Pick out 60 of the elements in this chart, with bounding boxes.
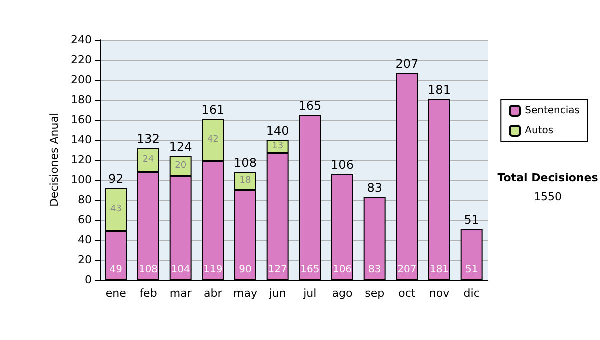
total-label: 132 xyxy=(137,132,160,146)
data-label: 104 xyxy=(171,264,190,276)
y-tick-label: 220 xyxy=(71,54,92,66)
legend-label: Autos xyxy=(525,126,554,136)
data-label: 207 xyxy=(398,264,417,276)
total-label: 106 xyxy=(331,158,354,172)
y-tick-label: 80 xyxy=(78,194,92,206)
x-tick-label: nov xyxy=(429,287,450,300)
x-tick-label: abr xyxy=(204,287,223,300)
total-label: 181 xyxy=(428,83,451,97)
x-tick-label: ene xyxy=(106,287,127,300)
data-label: 127 xyxy=(268,264,288,276)
y-tick-label: 160 xyxy=(71,114,92,126)
y-tick-label: 200 xyxy=(71,74,92,86)
x-tick-label: jun xyxy=(268,287,286,300)
y-tick-label: 40 xyxy=(78,234,92,246)
data-label: 119 xyxy=(204,264,223,276)
data-label: 106 xyxy=(332,264,352,276)
x-tick-label: may xyxy=(234,287,258,300)
y-tick-label: 120 xyxy=(71,154,92,166)
data-label: 20 xyxy=(175,161,187,171)
total-label: 124 xyxy=(169,140,192,154)
y-tick-label: 180 xyxy=(71,94,92,106)
x-tick-label: feb xyxy=(140,287,158,300)
data-label: 181 xyxy=(430,264,450,276)
y-tick-label: 20 xyxy=(78,254,92,266)
total-label: 51 xyxy=(464,213,480,227)
total-label: 140 xyxy=(266,124,290,138)
x-tick-label: jul xyxy=(302,287,317,300)
x-tick-label: mar xyxy=(170,287,192,300)
y-tick-label: 240 xyxy=(71,34,92,46)
data-label: 24 xyxy=(142,155,154,165)
text: 1550 xyxy=(534,190,562,204)
x-tick-label: ago xyxy=(332,287,353,300)
total-label: 92 xyxy=(108,172,124,186)
x-tick-label: sep xyxy=(365,287,385,300)
data-label: 49 xyxy=(110,264,123,276)
data-label: 13 xyxy=(272,142,284,152)
y-tick-label: 100 xyxy=(71,174,92,186)
data-label: 108 xyxy=(138,264,158,276)
text: Total Decisiones xyxy=(498,172,599,184)
y-tick-label: 0 xyxy=(85,274,92,286)
total-label: 207 xyxy=(396,57,419,71)
y-tick-label: 60 xyxy=(78,214,92,226)
data-label: 43 xyxy=(110,204,122,214)
y-axis-title: Decisiones Anual xyxy=(48,112,62,208)
data-label: 83 xyxy=(368,264,382,276)
total-label: 108 xyxy=(234,156,257,170)
data-label: 165 xyxy=(300,264,320,276)
x-tick-label: oct xyxy=(398,287,416,300)
total-label: 161 xyxy=(202,103,225,117)
data-label: 18 xyxy=(240,176,252,186)
legend-label: Sentencias xyxy=(525,106,580,116)
total-label: 83 xyxy=(367,181,382,195)
y-tick-label: 140 xyxy=(71,134,92,146)
data-label: 42 xyxy=(207,135,219,145)
data-label: 51 xyxy=(465,264,478,276)
x-tick-label: dic xyxy=(464,287,480,300)
data-label: 90 xyxy=(239,264,252,276)
total-label: 165 xyxy=(298,99,322,113)
